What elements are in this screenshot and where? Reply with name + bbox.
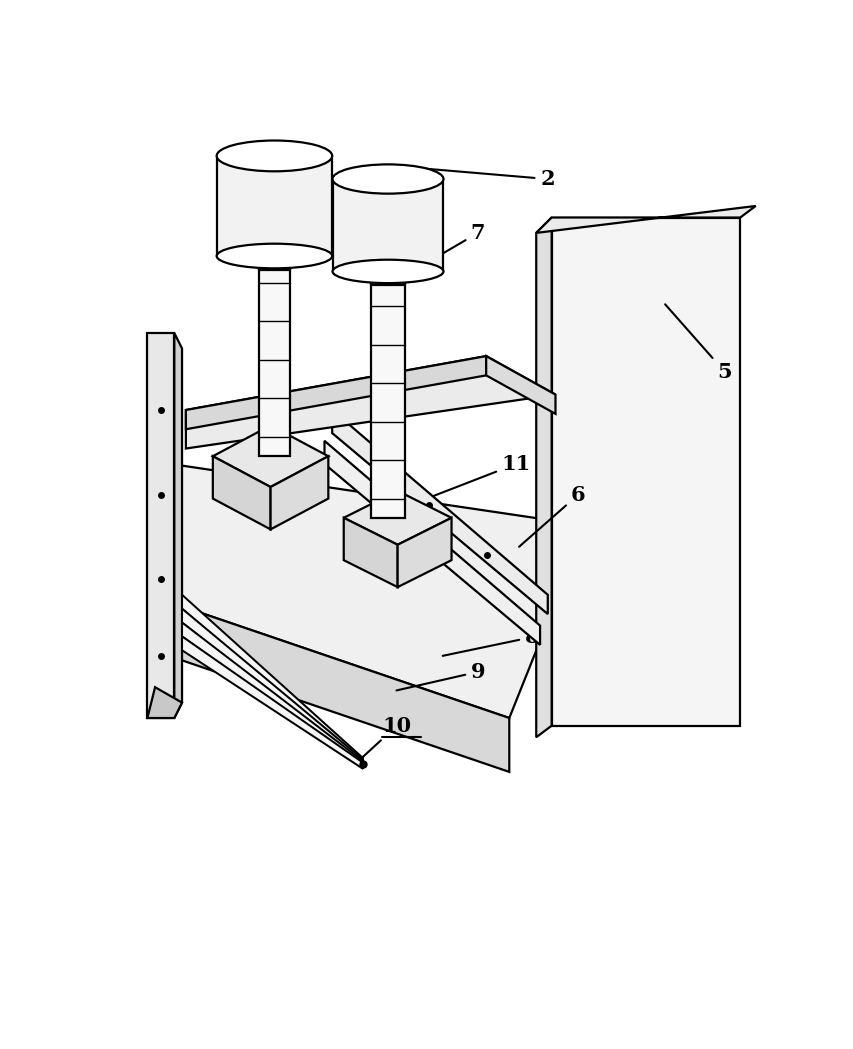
Polygon shape [174, 333, 182, 718]
Polygon shape [182, 637, 363, 769]
Text: 2: 2 [414, 168, 554, 189]
Polygon shape [332, 179, 443, 272]
Ellipse shape [332, 260, 443, 283]
Polygon shape [485, 356, 554, 414]
Polygon shape [182, 595, 363, 765]
Polygon shape [148, 333, 174, 718]
Text: 5: 5 [664, 304, 731, 382]
Polygon shape [370, 265, 405, 285]
Polygon shape [536, 217, 551, 737]
Polygon shape [258, 263, 289, 456]
Polygon shape [217, 156, 332, 256]
Polygon shape [343, 518, 397, 587]
Polygon shape [148, 687, 182, 718]
Text: 10: 10 [361, 715, 411, 758]
Polygon shape [212, 456, 270, 530]
Polygon shape [186, 356, 485, 429]
Polygon shape [324, 441, 539, 645]
Polygon shape [258, 250, 289, 270]
Polygon shape [182, 608, 363, 766]
Ellipse shape [217, 141, 332, 171]
Polygon shape [186, 356, 554, 449]
Polygon shape [332, 410, 547, 614]
Text: 8: 8 [442, 627, 538, 656]
Polygon shape [171, 602, 508, 772]
Text: 9: 9 [396, 662, 485, 690]
Text: 11: 11 [419, 454, 531, 501]
Polygon shape [343, 491, 451, 544]
Polygon shape [551, 217, 740, 726]
Polygon shape [212, 426, 328, 487]
Text: 7: 7 [407, 222, 485, 274]
Polygon shape [182, 622, 363, 767]
Polygon shape [536, 206, 755, 233]
Polygon shape [270, 456, 328, 530]
Ellipse shape [332, 165, 443, 194]
Text: 6: 6 [519, 485, 585, 547]
Polygon shape [370, 279, 405, 518]
Polygon shape [171, 464, 586, 718]
Ellipse shape [217, 243, 332, 269]
Polygon shape [397, 518, 451, 587]
